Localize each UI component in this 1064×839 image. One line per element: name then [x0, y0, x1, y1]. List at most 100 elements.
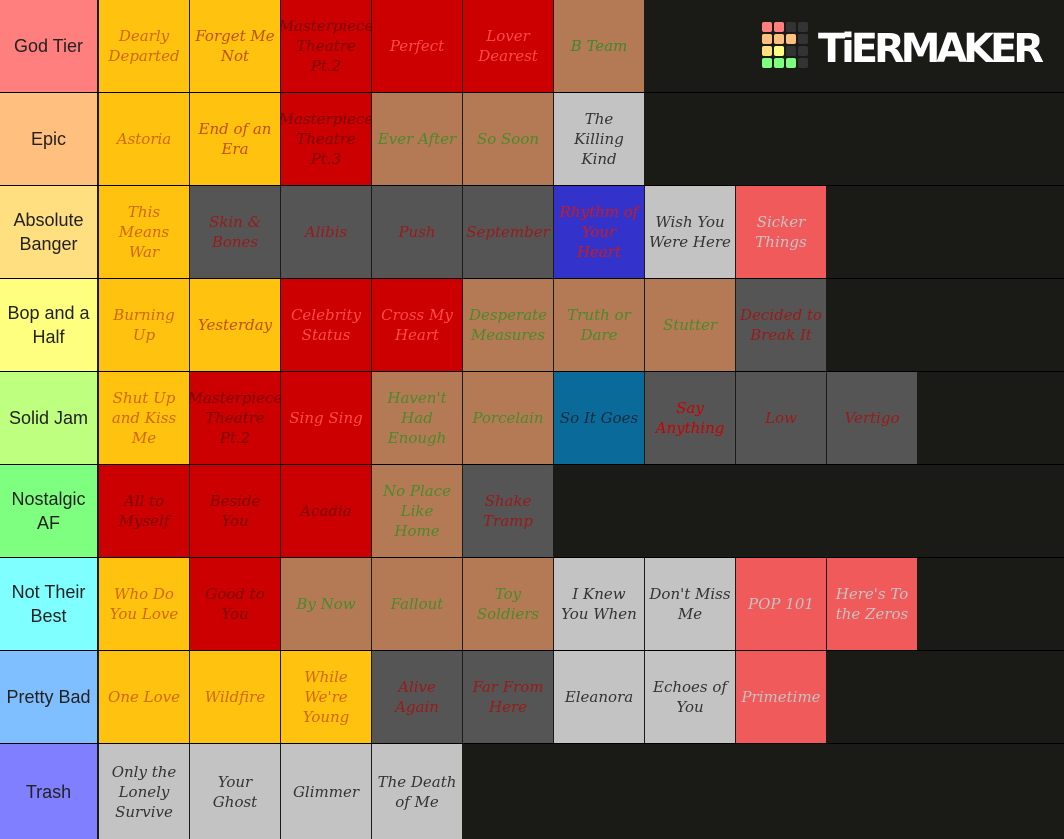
logo-square: [786, 46, 796, 56]
tier-item[interactable]: Your Ghost: [190, 744, 280, 839]
tier-item[interactable]: Don't Miss Me: [645, 558, 735, 650]
tier-item[interactable]: Alibis: [281, 186, 371, 278]
tier-item[interactable]: Primetime: [736, 651, 826, 743]
tier-item[interactable]: Sicker Things: [736, 186, 826, 278]
tier-item[interactable]: One Love: [99, 651, 189, 743]
tier-item[interactable]: Porcelain: [463, 372, 553, 464]
tier-item[interactable]: POP 101: [736, 558, 826, 650]
logo: TiERMAKER: [762, 22, 1044, 72]
tier-item[interactable]: Here's To the Zeros: [827, 558, 917, 650]
tier-item[interactable]: Astoria: [99, 93, 189, 185]
tier-item[interactable]: The Killing Kind: [554, 93, 644, 185]
logo-square: [774, 58, 784, 68]
logo-square: [762, 46, 772, 56]
tier-item[interactable]: Truth or Dare: [554, 279, 644, 371]
tier-item[interactable]: Far From Here: [463, 651, 553, 743]
tier-item[interactable]: Good to You: [190, 558, 280, 650]
tier-item[interactable]: Eleanora: [554, 651, 644, 743]
logo-square: [786, 34, 796, 44]
tier-row: Epic Astoria End of an Era Masterpiece Thea…: [0, 93, 1064, 185]
tier-item[interactable]: Haven't Had Enough: [372, 372, 462, 464]
tier-item[interactable]: Burning Up: [99, 279, 189, 371]
tier-item[interactable]: While We're Young: [281, 651, 371, 743]
tier-row: Solid Jam Shut Up and Kiss Me Masterpiece …: [0, 372, 1064, 464]
tier-item[interactable]: Glimmer: [281, 744, 371, 839]
tier-item[interactable]: B Team: [554, 0, 644, 92]
tier-item[interactable]: Skin & Bones: [190, 186, 280, 278]
tier-item[interactable]: Stutter: [645, 279, 735, 371]
tier-label: Solid Jam: [0, 372, 97, 464]
logo-square: [786, 22, 796, 32]
logo-square: [798, 46, 808, 56]
tier-label: Bop and a Half: [0, 279, 97, 371]
logo-square: [798, 22, 808, 32]
tier-item[interactable]: This Means War: [99, 186, 189, 278]
tier-item[interactable]: Shut Up and Kiss Me: [99, 372, 189, 464]
tier-label: Trash: [0, 744, 97, 839]
tier-item[interactable]: The Death of Me: [372, 744, 462, 839]
tier-item[interactable]: Decided to Break It: [736, 279, 826, 371]
tier-label: God Tier: [0, 0, 97, 92]
tier-item[interactable]: Low: [736, 372, 826, 464]
tier-item[interactable]: Fallout: [372, 558, 462, 650]
tier-item[interactable]: End of an Era: [190, 93, 280, 185]
tier-label: Not Their Best: [0, 558, 97, 650]
tier-row: Nostalgic AF All to Myself Beside You Acadi…: [0, 465, 1064, 557]
tier-item[interactable]: Say Anything: [645, 372, 735, 464]
tier-row: Not Their Best Who Do You Love Good to You…: [0, 558, 1064, 650]
logo-square: [774, 34, 784, 44]
tier-item[interactable]: Lover Dearest: [463, 0, 553, 92]
logo-square: [762, 58, 772, 68]
logo-square: [762, 34, 772, 44]
tier-row: Trash Only the Lonely Survive Your Ghost Gl…: [0, 744, 1064, 839]
logo-square: [798, 58, 808, 68]
tier-item[interactable]: So Soon: [463, 93, 553, 185]
tier-item[interactable]: Only the Lonely Survive: [99, 744, 189, 839]
tier-item[interactable]: Masterpiece Theatre Pt.3: [281, 93, 371, 185]
tier-item[interactable]: No Place Like Home: [372, 465, 462, 557]
tier-label: Pretty Bad: [0, 651, 97, 743]
tier-item[interactable]: Ever After: [372, 93, 462, 185]
logo-square: [774, 46, 784, 56]
tier-item[interactable]: Who Do You Love: [99, 558, 189, 650]
tier-item[interactable]: All to Myself: [99, 465, 189, 557]
tier-row: Bop and a Half Burning Up Yesterday Celebri…: [0, 279, 1064, 371]
tier-item[interactable]: Masterpiece Theatre Pt.2: [190, 372, 280, 464]
tier-item[interactable]: Push: [372, 186, 462, 278]
logo-square: [798, 34, 808, 44]
tier-item[interactable]: Sing Sing: [281, 372, 371, 464]
tier-item[interactable]: Toy Soldiers: [463, 558, 553, 650]
logo-square: [786, 58, 796, 68]
tier-item[interactable]: Desperate Measures: [463, 279, 553, 371]
tier-label: Epic: [0, 93, 97, 185]
tier-row: God Tier Dearly Departed Forget Me Not Mast…: [0, 0, 1064, 92]
tier-row: Absolute Banger This Means War Skin & Bone…: [0, 186, 1064, 278]
tier-item[interactable]: Celebrity Status: [281, 279, 371, 371]
logo-square: [762, 22, 772, 32]
tier-row: Pretty Bad One Love Wildfire While We're Yo…: [0, 651, 1064, 743]
tier-item[interactable]: Echoes of You: [645, 651, 735, 743]
tier-label: Absolute Banger: [0, 186, 97, 278]
tier-item[interactable]: Dearly Departed: [99, 0, 189, 92]
tier-item[interactable]: Beside You: [190, 465, 280, 557]
tier-item[interactable]: Wildfire: [190, 651, 280, 743]
tier-item[interactable]: Acadia: [281, 465, 371, 557]
tier-item[interactable]: Vertigo: [827, 372, 917, 464]
tier-item[interactable]: I Knew You When: [554, 558, 644, 650]
tier-item[interactable]: By Now: [281, 558, 371, 650]
tier-item[interactable]: Rhythm of Your Heart: [554, 186, 644, 278]
tier-item[interactable]: Wish You Were Here: [645, 186, 735, 278]
tier-item[interactable]: Masterpiece Theatre Pt.2: [281, 0, 371, 92]
tier-item[interactable]: Cross My Heart: [372, 279, 462, 371]
tier-item[interactable]: Forget Me Not: [190, 0, 280, 92]
tier-item[interactable]: September: [463, 186, 553, 278]
tier-item[interactable]: Perfect: [372, 0, 462, 92]
tier-item[interactable]: Shake Tramp: [463, 465, 553, 557]
tier-item[interactable]: So It Goes: [554, 372, 644, 464]
logo-square: [774, 22, 784, 32]
tier-label: Nostalgic AF: [0, 465, 97, 557]
logo-text: TiERMAKER: [818, 26, 1044, 72]
tier-item[interactable]: Alive Again: [372, 651, 462, 743]
tier-item[interactable]: Yesterday: [190, 279, 280, 371]
